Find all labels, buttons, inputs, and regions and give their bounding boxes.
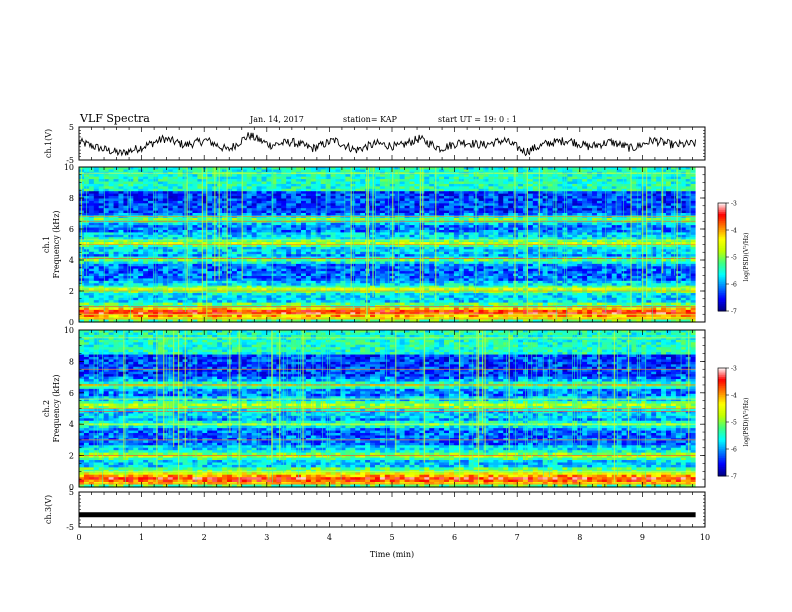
colorbar-label: log(PSD)(V²/Hz) [743,398,750,447]
panels: 5 -5 ch.1(V) 0 2 4 6 8 10 ch.1Frequency (kHz) -3 -4… [42,123,750,532]
chart-title: VLF Spectra [80,112,150,125]
y-tick-label: 8 [69,194,74,203]
y-tick-label: 5 [69,488,74,497]
ch1-waveform-line [78,132,697,157]
x-tick-label: 5 [389,533,394,542]
y-tick-label: -5 [66,523,74,532]
panel-ch3-waveform: 5 -5 ch.3(V) [44,488,706,532]
y-tick-label: 0 [69,318,74,327]
x-tick-label: 10 [700,533,710,542]
x-tick-label: 4 [327,533,332,542]
y-tick-label: 6 [69,389,74,398]
x-tick-label: 6 [452,533,457,542]
x-tick-label: 0 [76,533,81,542]
x-tick-label: 1 [139,533,144,542]
date-label: Jan. 14, 2017 [250,115,304,124]
y-tick-label: 5 [69,123,74,132]
x-tick-label: 7 [515,533,520,542]
panel-ch1-waveform: 5 -5 ch.1(V) [44,123,706,165]
x-tick-label: 2 [202,533,207,542]
y-tick-label: 6 [69,225,74,234]
colorbar-tick-label: -6 [731,282,737,289]
colorbar-tick-label: -7 [731,309,737,316]
panel-frame [78,126,706,161]
y-tick-label: 2 [69,452,74,461]
colorbar-tick-label: -3 [731,201,737,208]
y-tick-label: 0 [69,483,74,492]
y-axis-label: ch.2Frequency (kHz) [42,374,61,442]
colorbar-tick-label: -4 [731,228,737,235]
colorbar-tick-label: -5 [731,255,737,262]
x-axis: 0 1 2 3 4 5 6 7 8 9 10 Time (min) [76,533,710,559]
panel-ch1-spectrogram: 0 2 4 6 8 10 ch.1Frequency (kHz) -3 -4 -5 -6 -7 log(… [42,163,750,327]
colorbar: -3 -4 -5 -6 -7 log(PSD)(V²/Hz) [717,366,750,481]
panel-frame [78,491,706,528]
colorbar-tick-label: -4 [731,393,737,400]
y-axis-label: ch.1Frequency (kHz) [42,210,61,278]
y-tick-label: 10 [64,163,74,172]
x-tick-label: 9 [640,533,645,542]
station-label: station= KAP [343,115,397,124]
y-tick-label: 4 [69,256,74,265]
y-tick-label: 8 [69,357,74,366]
colorbar: -3 -4 -5 -6 -7 log(PSD)(V²/Hz) [717,201,750,316]
colorbar-label: log(PSD)(V²/Hz) [743,233,750,282]
x-tick-label: 3 [264,533,269,542]
y-tick-label: 10 [64,326,74,335]
colorbar-tick-label: -5 [731,420,737,427]
y-tick-label: 2 [69,287,74,296]
colorbar-tick-label: -3 [731,366,737,373]
panel-ch2-spectrogram: 0 2 4 6 8 10 ch.2Frequency (kHz) -3 -4 -5 -6 -7 log(… [42,326,750,492]
panel-frame [78,166,706,323]
panel-frame [78,329,706,488]
y-tick-label: -5 [66,156,74,165]
colorbar-tick-label: -7 [731,474,737,481]
start-time-label: start UT = 19: 0 : 1 [438,115,517,124]
y-axis-label: ch.1(V) [44,129,53,158]
x-tick-label: 8 [577,533,582,542]
colorbar-tick-label: -6 [731,447,737,454]
y-axis-label: ch.3(V) [44,495,53,524]
y-tick-label: 4 [69,420,74,429]
x-axis-label: Time (min) [370,550,414,559]
